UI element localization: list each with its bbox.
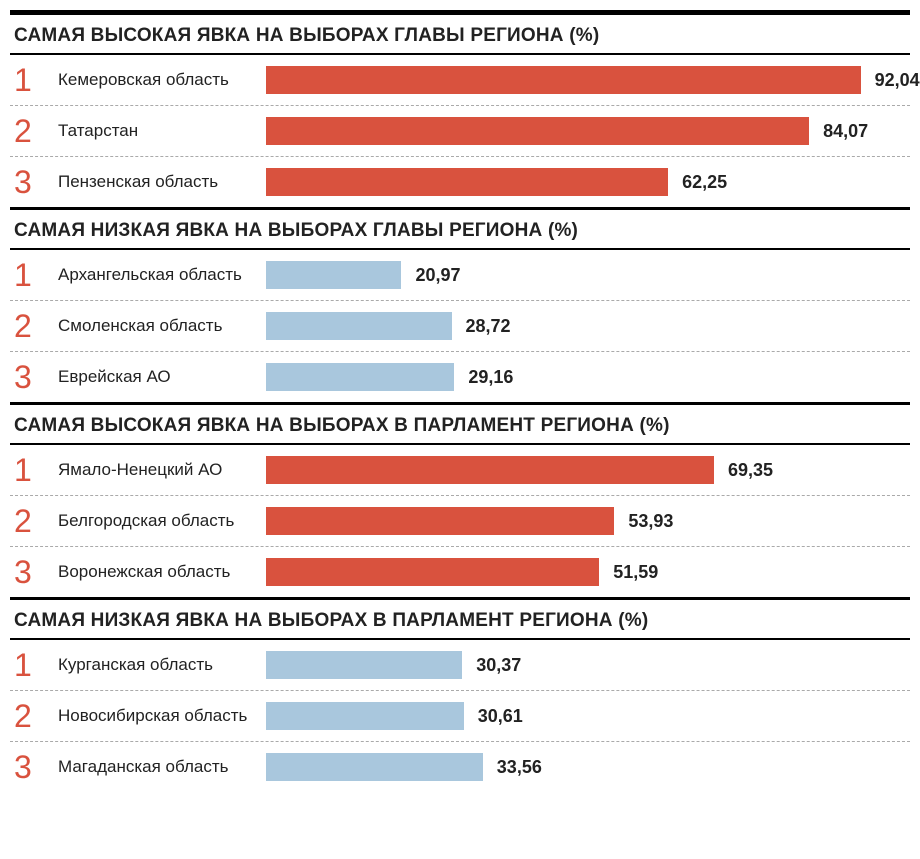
bar [266, 261, 401, 289]
bar-row: 2Смоленская область 28,72 [10, 301, 910, 352]
section-title: САМАЯ ВЫСОКАЯ ЯВКА НА ВЫБОРАХ В ПАРЛАМЕН… [10, 402, 910, 445]
rank-number: 3 [10, 556, 46, 588]
bar-row: 2Татарстан 84,07 [10, 106, 910, 157]
region-label: Ямало-Ненецкий АО [46, 460, 266, 480]
bar [266, 363, 454, 391]
section-title: САМАЯ ВЫСОКАЯ ЯВКА НА ВЫБОРАХ ГЛАВЫ РЕГИ… [10, 10, 910, 55]
region-label: Курганская область [46, 655, 266, 675]
bar-area: 51,59 [266, 558, 910, 586]
bar-row: 1Кемеровская область92,04 [10, 55, 910, 106]
bar-row: 3Пензенская область 62,25 [10, 157, 910, 207]
bar-area: 92,04 [266, 66, 920, 94]
rank-number: 1 [10, 454, 46, 486]
rank-number: 1 [10, 649, 46, 681]
rank-number: 1 [10, 259, 46, 291]
rank-number: 2 [10, 505, 46, 537]
bar [266, 66, 861, 94]
bar-area: 20,97 [266, 261, 910, 289]
bar [266, 456, 714, 484]
bar [266, 312, 452, 340]
rank-number: 3 [10, 166, 46, 198]
region-label: Магаданская область [46, 757, 266, 777]
value-label: 30,61 [478, 706, 523, 727]
bar-row: 1Архангельская область 20,97 [10, 250, 910, 301]
bar-area: 30,61 [266, 702, 910, 730]
rank-number: 1 [10, 64, 46, 96]
value-label: 84,07 [823, 121, 868, 142]
value-label: 62,25 [682, 172, 727, 193]
value-label: 29,16 [468, 367, 513, 388]
value-label: 33,56 [497, 757, 542, 778]
bar-area: 28,72 [266, 312, 910, 340]
bar-area: 53,93 [266, 507, 910, 535]
bar-row: 3Воронежская область 51,59 [10, 547, 910, 597]
bar [266, 168, 668, 196]
value-label: 28,72 [466, 316, 511, 337]
rank-number: 2 [10, 115, 46, 147]
section: САМАЯ НИЗКАЯ ЯВКА НА ВЫБОРАХ В ПАРЛАМЕНТ… [10, 597, 910, 792]
value-label: 20,97 [415, 265, 460, 286]
bar [266, 651, 462, 679]
section: САМАЯ ВЫСОКАЯ ЯВКА НА ВЫБОРАХ ГЛАВЫ РЕГИ… [10, 10, 910, 207]
region-label: Смоленская область [46, 316, 266, 336]
bar-row: 1Ямало-Ненецкий АО 69,35 [10, 445, 910, 496]
section-title: САМАЯ НИЗКАЯ ЯВКА НА ВЫБОРАХ ГЛАВЫ РЕГИО… [10, 207, 910, 250]
value-label: 53,93 [628, 511, 673, 532]
region-label: Татарстан [46, 121, 266, 141]
region-label: Архангельская область [46, 265, 266, 285]
region-label: Кемеровская область [46, 70, 266, 90]
bar [266, 507, 614, 535]
value-label: 69,35 [728, 460, 773, 481]
bar-row: 3Магаданская область 33,56 [10, 742, 910, 792]
bar-area: 84,07 [266, 117, 910, 145]
bar-row: 2Новосибирская область 30,61 [10, 691, 910, 742]
rank-number: 2 [10, 310, 46, 342]
bar [266, 753, 483, 781]
bar-area: 29,16 [266, 363, 910, 391]
bar [266, 702, 464, 730]
bar-area: 62,25 [266, 168, 910, 196]
bar-row: 3Еврейская АО 29,16 [10, 352, 910, 402]
value-label: 92,04 [875, 70, 920, 91]
bar-row: 2Белгородская область 53,93 [10, 496, 910, 547]
rank-number: 3 [10, 751, 46, 783]
region-label: Воронежская область [46, 562, 266, 582]
region-label: Пензенская область [46, 172, 266, 192]
infographic-root: САМАЯ ВЫСОКАЯ ЯВКА НА ВЫБОРАХ ГЛАВЫ РЕГИ… [10, 10, 910, 792]
bar-area: 33,56 [266, 753, 910, 781]
rank-number: 3 [10, 361, 46, 393]
value-label: 30,37 [476, 655, 521, 676]
section: САМАЯ ВЫСОКАЯ ЯВКА НА ВЫБОРАХ В ПАРЛАМЕН… [10, 402, 910, 597]
section: САМАЯ НИЗКАЯ ЯВКА НА ВЫБОРАХ ГЛАВЫ РЕГИО… [10, 207, 910, 402]
value-label: 51,59 [613, 562, 658, 583]
region-label: Еврейская АО [46, 367, 266, 387]
bar [266, 558, 599, 586]
region-label: Белгородская область [46, 511, 266, 531]
bar-area: 30,37 [266, 651, 910, 679]
section-title: САМАЯ НИЗКАЯ ЯВКА НА ВЫБОРАХ В ПАРЛАМЕНТ… [10, 597, 910, 640]
bar-row: 1Курганская область 30,37 [10, 640, 910, 691]
region-label: Новосибирская область [46, 706, 266, 726]
bar-area: 69,35 [266, 456, 910, 484]
bar [266, 117, 809, 145]
rank-number: 2 [10, 700, 46, 732]
